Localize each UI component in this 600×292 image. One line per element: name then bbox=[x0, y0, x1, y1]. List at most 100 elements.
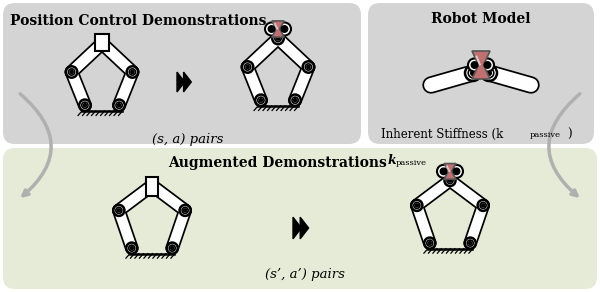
Text: k: k bbox=[388, 154, 397, 167]
Circle shape bbox=[129, 245, 135, 251]
Circle shape bbox=[149, 182, 155, 189]
Circle shape bbox=[118, 104, 121, 107]
Polygon shape bbox=[472, 51, 490, 79]
Circle shape bbox=[116, 102, 122, 108]
Text: (s’, a’) pairs: (s’, a’) pairs bbox=[265, 268, 345, 281]
Circle shape bbox=[303, 61, 314, 73]
Circle shape bbox=[440, 168, 447, 175]
Text: passive: passive bbox=[530, 131, 561, 139]
Circle shape bbox=[427, 240, 433, 246]
Circle shape bbox=[484, 62, 491, 68]
Circle shape bbox=[259, 99, 262, 102]
Circle shape bbox=[131, 70, 134, 74]
Circle shape bbox=[268, 26, 275, 32]
Circle shape bbox=[484, 68, 494, 78]
Text: (s, a) pairs: (s, a) pairs bbox=[152, 133, 224, 146]
Circle shape bbox=[182, 207, 188, 213]
Text: Robot Model: Robot Model bbox=[431, 12, 531, 26]
Polygon shape bbox=[177, 72, 185, 92]
Circle shape bbox=[478, 200, 488, 211]
Circle shape bbox=[130, 246, 133, 250]
Bar bbox=[95, 34, 109, 51]
Circle shape bbox=[465, 65, 481, 81]
Circle shape bbox=[453, 168, 460, 175]
Circle shape bbox=[66, 66, 77, 78]
Circle shape bbox=[184, 209, 187, 212]
Circle shape bbox=[272, 33, 284, 44]
Circle shape bbox=[255, 95, 266, 106]
Polygon shape bbox=[293, 217, 301, 239]
Circle shape bbox=[246, 65, 249, 69]
Circle shape bbox=[424, 238, 435, 249]
Circle shape bbox=[146, 180, 158, 191]
Circle shape bbox=[82, 102, 88, 108]
Polygon shape bbox=[184, 72, 191, 92]
Circle shape bbox=[307, 65, 310, 69]
FancyBboxPatch shape bbox=[368, 3, 594, 144]
Circle shape bbox=[487, 71, 491, 75]
Circle shape bbox=[277, 37, 280, 40]
Circle shape bbox=[118, 209, 121, 212]
Circle shape bbox=[281, 26, 288, 32]
Circle shape bbox=[428, 241, 431, 245]
Text: passive: passive bbox=[396, 159, 427, 167]
Text: Position Control Demonstrations: Position Control Demonstrations bbox=[10, 14, 266, 28]
Polygon shape bbox=[300, 217, 308, 239]
Circle shape bbox=[480, 202, 486, 208]
Circle shape bbox=[448, 179, 452, 182]
Text: Inherent Stiffness (k: Inherent Stiffness (k bbox=[381, 128, 503, 141]
Circle shape bbox=[265, 22, 278, 36]
Circle shape bbox=[412, 200, 422, 211]
Circle shape bbox=[471, 62, 478, 68]
Circle shape bbox=[470, 71, 475, 75]
Circle shape bbox=[293, 99, 296, 102]
Circle shape bbox=[481, 58, 494, 72]
Circle shape bbox=[99, 40, 105, 47]
Circle shape bbox=[167, 243, 178, 254]
Circle shape bbox=[278, 22, 291, 36]
Circle shape bbox=[127, 66, 138, 78]
Circle shape bbox=[437, 165, 450, 178]
Bar bbox=[146, 177, 158, 196]
Circle shape bbox=[305, 64, 311, 70]
Circle shape bbox=[292, 97, 298, 103]
Circle shape bbox=[113, 100, 125, 111]
Circle shape bbox=[465, 238, 476, 249]
Circle shape bbox=[113, 205, 124, 216]
Circle shape bbox=[126, 243, 137, 254]
Circle shape bbox=[415, 204, 418, 207]
Circle shape bbox=[468, 68, 478, 78]
Circle shape bbox=[179, 205, 191, 216]
Circle shape bbox=[116, 207, 122, 213]
Circle shape bbox=[70, 70, 73, 74]
Circle shape bbox=[450, 165, 463, 178]
Circle shape bbox=[129, 69, 136, 75]
Polygon shape bbox=[444, 164, 456, 179]
Circle shape bbox=[244, 64, 251, 70]
Circle shape bbox=[258, 97, 264, 103]
Circle shape bbox=[275, 35, 281, 42]
Circle shape bbox=[467, 240, 473, 246]
Text: ): ) bbox=[567, 128, 572, 141]
Circle shape bbox=[83, 104, 86, 107]
Circle shape bbox=[482, 204, 485, 207]
Circle shape bbox=[96, 38, 108, 49]
Text: Augmented Demonstrations: Augmented Demonstrations bbox=[168, 156, 387, 170]
Circle shape bbox=[79, 100, 91, 111]
Circle shape bbox=[447, 178, 453, 184]
Circle shape bbox=[151, 184, 154, 187]
FancyBboxPatch shape bbox=[3, 3, 361, 144]
Circle shape bbox=[170, 246, 174, 250]
Circle shape bbox=[289, 95, 301, 106]
Circle shape bbox=[242, 61, 253, 73]
FancyBboxPatch shape bbox=[3, 148, 597, 289]
Circle shape bbox=[169, 245, 175, 251]
Circle shape bbox=[481, 65, 497, 81]
Polygon shape bbox=[272, 21, 284, 37]
Circle shape bbox=[468, 58, 481, 72]
Circle shape bbox=[469, 241, 472, 245]
Circle shape bbox=[68, 69, 75, 75]
Circle shape bbox=[445, 175, 455, 186]
Circle shape bbox=[414, 202, 420, 208]
Circle shape bbox=[100, 42, 104, 45]
